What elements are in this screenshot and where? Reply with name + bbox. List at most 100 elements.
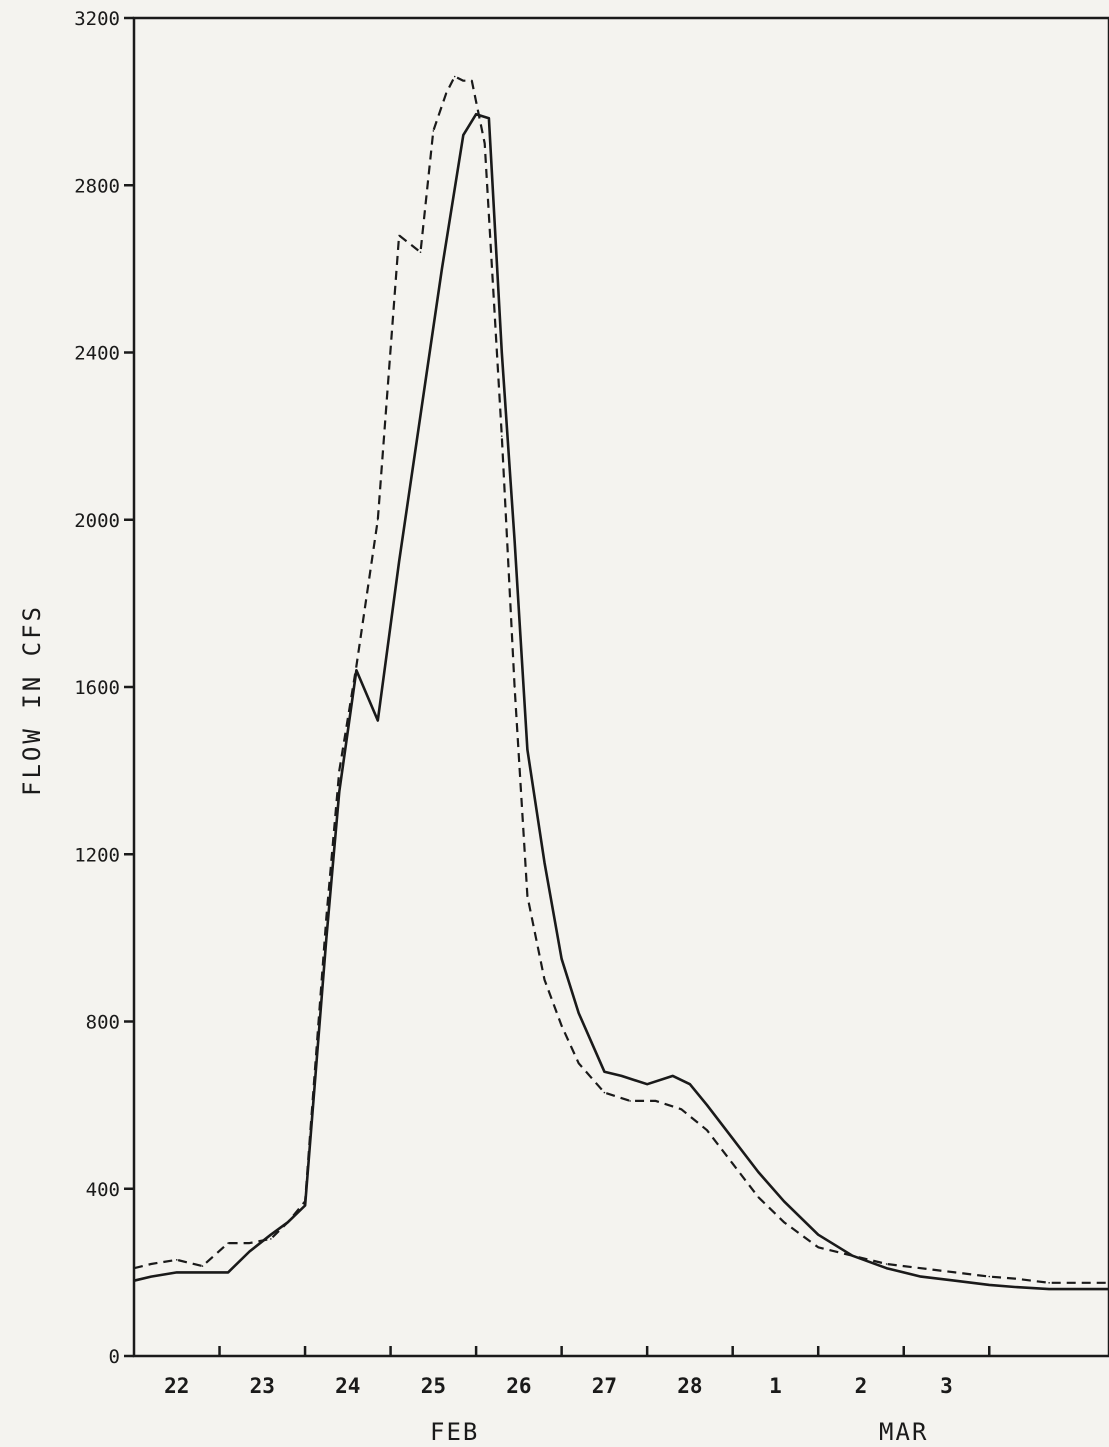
series-0-point xyxy=(543,861,546,864)
series-0-point xyxy=(133,1279,135,1282)
series-1-point xyxy=(398,234,400,237)
series-1-point xyxy=(706,1129,708,1132)
series-0-point xyxy=(817,1233,820,1236)
month-label: MAR xyxy=(879,1418,928,1446)
series-0-point xyxy=(462,134,465,136)
dashed-series-line xyxy=(133,75,1109,1284)
series-1-point xyxy=(471,79,473,82)
series-0-point xyxy=(885,1267,888,1269)
series-1-point xyxy=(475,100,477,103)
series-1-point xyxy=(325,916,328,918)
y-tick-label: 3200 xyxy=(74,8,120,30)
series-0-point xyxy=(355,669,358,672)
series-0-point xyxy=(526,748,529,751)
series-0-point xyxy=(783,1200,785,1203)
series-0-point xyxy=(227,1271,229,1274)
series-1-point xyxy=(175,1259,178,1261)
series-1-point xyxy=(201,1265,204,1267)
series-1-point xyxy=(885,1263,888,1265)
series-1-point xyxy=(757,1196,760,1198)
series-1-point xyxy=(603,1091,606,1094)
series-0-point xyxy=(757,1171,760,1173)
y-tick-label: 2400 xyxy=(74,343,120,365)
series-1-point xyxy=(680,1108,683,1111)
series-1-point xyxy=(338,769,341,772)
series-0-point xyxy=(488,117,490,120)
series-0-point xyxy=(603,1070,606,1073)
month-label: FEB xyxy=(430,1418,479,1446)
y-tick-label: 1200 xyxy=(74,844,120,866)
series-1-point xyxy=(248,1242,251,1244)
series-1-point xyxy=(227,1242,229,1244)
series-0-point xyxy=(398,560,400,563)
series-1-point xyxy=(453,75,456,78)
series-0-point xyxy=(672,1075,674,1077)
series-0-point xyxy=(646,1083,648,1086)
y-tick-label: 2000 xyxy=(74,510,120,532)
series-1-point xyxy=(513,686,516,688)
series-1-point xyxy=(988,1275,991,1278)
series-0-point xyxy=(304,1204,306,1207)
x-tick-label: 1 xyxy=(769,1374,782,1398)
series-0-point xyxy=(1073,1288,1076,1290)
x-tick-label: 27 xyxy=(592,1374,617,1398)
series-0-point xyxy=(988,1284,991,1286)
series-1-point xyxy=(783,1221,785,1223)
y-axis: 0 400 800 1200 1600 2000 2400 2800 3200 xyxy=(74,8,134,1368)
series-0-point xyxy=(376,719,379,722)
series-1-point xyxy=(654,1100,657,1102)
x-tick-label: 22 xyxy=(164,1374,189,1398)
series-0-point xyxy=(706,1104,708,1106)
x-tick-label: 3 xyxy=(940,1374,953,1398)
series-1-point xyxy=(150,1263,152,1265)
series-1-point xyxy=(270,1238,272,1240)
series-0-point xyxy=(954,1279,956,1282)
x-tick-label: 28 xyxy=(677,1374,702,1398)
series-1-point xyxy=(851,1254,854,1257)
series-1-point xyxy=(817,1246,820,1249)
plot-frame xyxy=(132,16,1109,1358)
series-1-point xyxy=(376,518,379,521)
series-0-point xyxy=(1014,1286,1016,1288)
series-1-point xyxy=(920,1267,922,1269)
series-1-point xyxy=(462,79,465,82)
series-1-point xyxy=(419,251,422,253)
series-0-point xyxy=(325,937,328,939)
series-1-point xyxy=(1048,1282,1050,1284)
series-1-point xyxy=(954,1271,956,1274)
series-1-point xyxy=(629,1100,631,1102)
series-0-point xyxy=(270,1233,272,1236)
y-axis-title: FLOW IN CFS xyxy=(18,604,46,796)
series-1-point xyxy=(577,1062,580,1065)
series-1-point xyxy=(1014,1277,1016,1280)
series-1-point xyxy=(355,665,358,667)
series-0-point xyxy=(731,1137,734,1140)
series-0-point xyxy=(150,1275,152,1278)
series-0-point xyxy=(201,1271,204,1274)
x-tick-label: 24 xyxy=(335,1374,360,1398)
series-0-point xyxy=(577,1012,580,1014)
y-tick-label: 2800 xyxy=(74,175,120,197)
series-1-point xyxy=(133,1267,135,1269)
series-0-point xyxy=(689,1083,691,1086)
y-tick-label: 1600 xyxy=(74,677,120,699)
y-tick-label: 800 xyxy=(86,1012,120,1034)
series-1-point xyxy=(543,978,546,981)
series-0-point xyxy=(175,1271,178,1274)
series-1-point xyxy=(526,895,529,897)
x-tick-label: 23 xyxy=(250,1374,275,1398)
x-tick-label: 26 xyxy=(506,1374,531,1398)
series-1-point xyxy=(1073,1282,1076,1284)
series-1-point xyxy=(731,1162,734,1165)
series-0-point xyxy=(475,113,477,115)
solid-series-line xyxy=(133,112,1109,1291)
series-1-point xyxy=(483,142,486,145)
series-1-point xyxy=(500,435,503,437)
series-0-point xyxy=(248,1250,251,1253)
series-0-point xyxy=(560,957,563,960)
y-tick-label: 400 xyxy=(86,1179,120,1201)
series-0-point xyxy=(419,414,422,417)
x-tick-label: 2 xyxy=(855,1374,868,1398)
